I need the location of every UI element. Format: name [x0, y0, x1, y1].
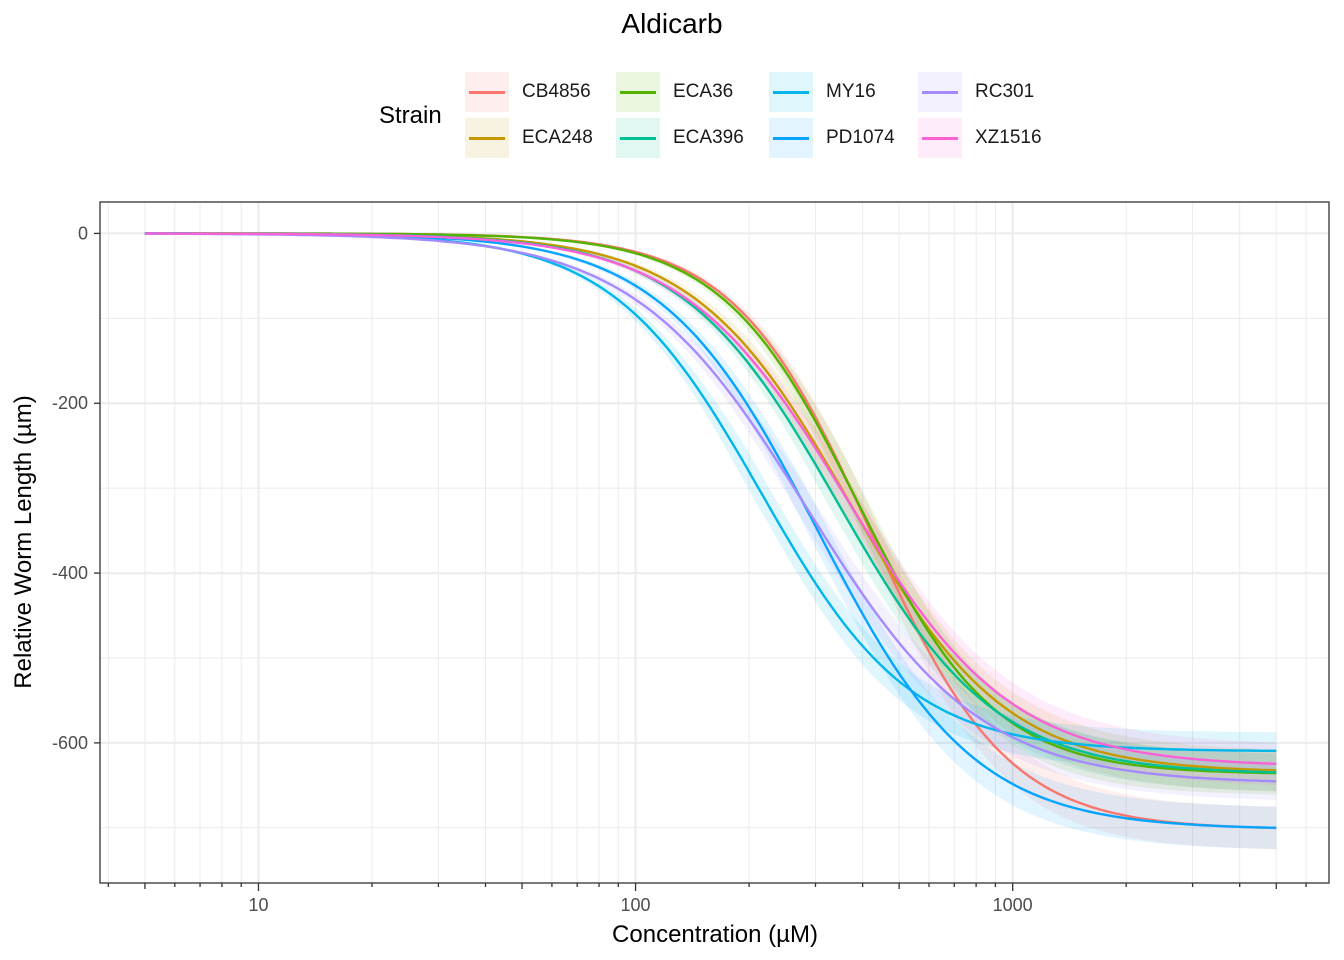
legend-label: ECA396 [673, 127, 744, 148]
series-lines [144, 232, 1277, 830]
ribbon-PD1074 [144, 233, 1277, 850]
legend-item-PD1074: PD1074 [769, 116, 919, 160]
legend-label: MY16 [826, 81, 876, 102]
y-axis-title: Relative Worm Length (µm) [10, 395, 37, 688]
legend-key [918, 118, 962, 158]
confidence-ribbons [144, 233, 1277, 850]
legend-key [918, 72, 962, 112]
legend-label: PD1074 [826, 127, 895, 148]
legend-label: ECA36 [673, 81, 734, 102]
legend-item-XZ1516: XZ1516 [918, 116, 1068, 160]
legend-title: Strain [379, 102, 442, 129]
y-tick-label: 0 [78, 223, 88, 243]
legend-item-ECA36: ECA36 [616, 70, 766, 114]
legend-item-ECA248: ECA248 [465, 116, 615, 160]
y-tick-label: -600 [52, 733, 88, 753]
legend-item-RC301: RC301 [918, 70, 1068, 114]
panel-border [99, 201, 1330, 884]
x-axis-title: Concentration (µM) [612, 921, 818, 948]
legend: CB4856 ECA248 ECA36 ECA396 MY16 PD1074 RC301 XZ… [0, 64, 1344, 164]
legend-key [465, 118, 509, 158]
legend-key [465, 72, 509, 112]
legend-key [769, 72, 813, 112]
legend-label: RC301 [975, 81, 1035, 102]
legend-key [616, 118, 660, 158]
legend-key [616, 72, 660, 112]
legend-label: ECA248 [522, 127, 593, 148]
legend-label: CB4856 [522, 81, 591, 102]
legend-key [769, 118, 813, 158]
axes: 0 -200 -400 -600 10 100 1000 [52, 201, 1330, 915]
legend-item-ECA396: ECA396 [616, 116, 766, 160]
x-tick-label: 1000 [993, 895, 1033, 915]
chart-title: Aldicarb [621, 8, 723, 39]
y-tick-label: -200 [52, 393, 88, 413]
y-tick-label: -400 [52, 563, 88, 583]
series-line-XZ1516 [144, 232, 1277, 765]
legend-item-CB4856: CB4856 [465, 70, 615, 114]
legend-item-MY16: MY16 [769, 70, 919, 114]
series-line-RC301 [144, 232, 1277, 783]
x-tick-label: 100 [621, 895, 651, 915]
legend-label: XZ1516 [975, 127, 1042, 148]
x-tick-label: 10 [248, 895, 268, 915]
